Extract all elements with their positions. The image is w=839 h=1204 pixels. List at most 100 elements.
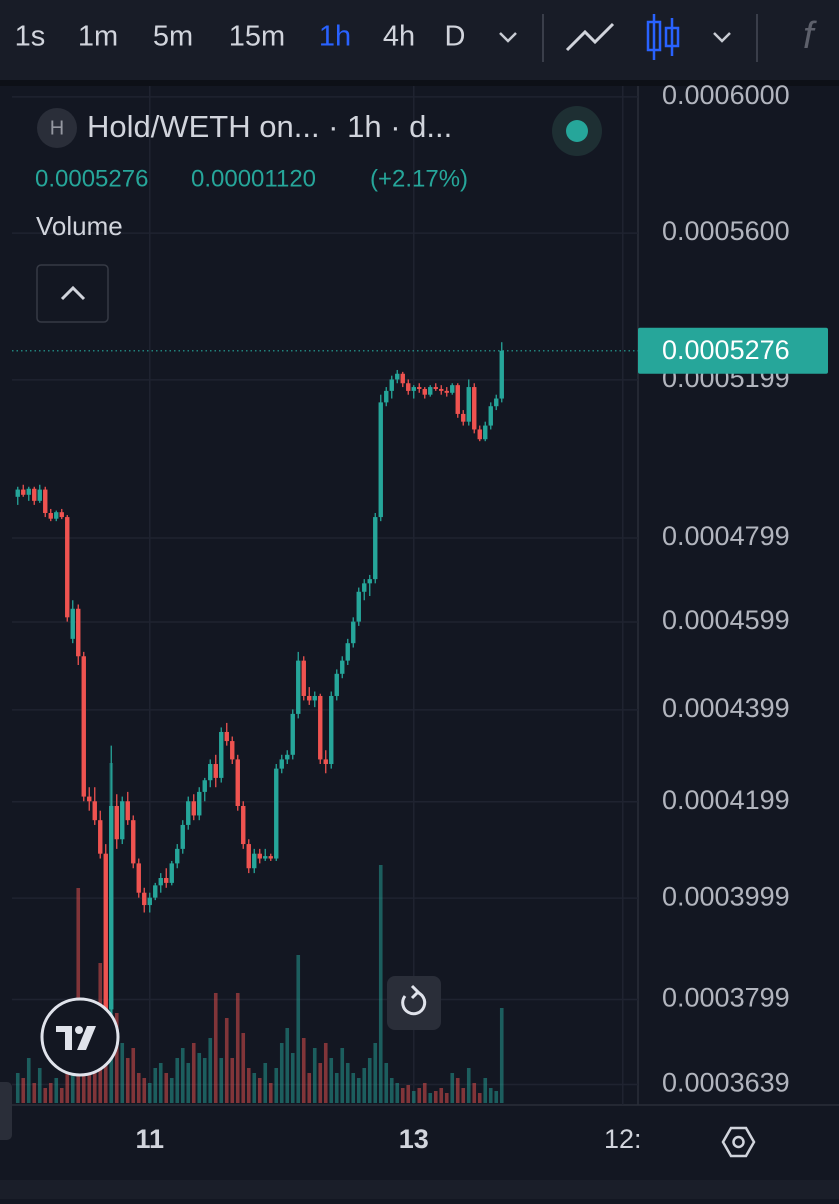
volume-bar	[125, 1058, 130, 1103]
interval-button[interactable]: 1m	[78, 21, 118, 53]
status-dot	[566, 120, 588, 142]
volume-bar	[406, 1085, 411, 1103]
legend-change-pct: (+2.17%)	[370, 165, 468, 192]
interval-button[interactable]: 4h	[383, 21, 415, 53]
volume-bar	[422, 1083, 427, 1103]
candle-pane	[12, 342, 638, 1036]
symbol-letter: H	[50, 117, 64, 139]
volume-bar	[351, 1073, 356, 1103]
volume-bar	[32, 1083, 37, 1103]
volume-bar	[378, 865, 383, 1103]
volume-bar	[323, 1043, 328, 1103]
candle-body	[142, 892, 147, 906]
toolbar-divider	[0, 80, 839, 86]
interval-button[interactable]: D	[445, 21, 466, 53]
candle-body	[483, 425, 488, 440]
candle-body	[26, 488, 31, 495]
interval-button[interactable]: 5m	[153, 21, 193, 53]
candle-body	[428, 387, 433, 395]
legend-close: 0.0005276	[35, 165, 148, 192]
interval-button[interactable]: 15m	[229, 21, 285, 53]
candle-body	[230, 741, 235, 760]
candle-body	[70, 608, 75, 639]
volume-bar	[356, 1078, 361, 1103]
interval-dropdown[interactable]	[499, 32, 517, 43]
volume-bar	[37, 1068, 42, 1103]
candle-body	[235, 759, 240, 806]
volume-bar	[340, 1048, 345, 1103]
reset-button[interactable]	[387, 976, 441, 1030]
candle-body	[439, 388, 444, 391]
candle-body	[406, 383, 411, 391]
candle-body	[444, 390, 449, 393]
last-price-box	[638, 327, 828, 374]
volume-bar	[472, 1083, 477, 1103]
interval-button[interactable]: 1h	[319, 21, 351, 53]
candle-body	[147, 897, 152, 906]
volume-bar	[329, 1058, 334, 1103]
volume-bar	[114, 1013, 119, 1103]
candle-body	[417, 387, 422, 389]
volume-bar	[147, 1083, 152, 1103]
candle-body	[466, 387, 471, 422]
candle-body	[87, 796, 92, 802]
symbol-title[interactable]: Hold/WETH on... · 1h · d...	[87, 109, 452, 144]
volume-bar	[334, 1073, 339, 1103]
collapse-button[interactable]	[36, 264, 109, 323]
volume-bar	[164, 1073, 169, 1103]
candle-body	[472, 387, 477, 430]
candle-body	[213, 764, 218, 778]
chart-type-dropdown[interactable]	[713, 32, 731, 43]
candle-body	[92, 801, 97, 821]
volume-bar	[120, 1043, 125, 1103]
candle-body	[296, 660, 301, 714]
candle-body	[340, 660, 345, 674]
volume-bar	[263, 1063, 268, 1103]
candle-body	[263, 856, 268, 859]
candle-body	[312, 695, 317, 701]
volume-bar	[417, 1088, 422, 1103]
y-tick-label: 0.0004599	[662, 605, 790, 635]
volume-bar	[444, 1093, 449, 1103]
volume-bar	[235, 993, 240, 1103]
volume-bar	[367, 1058, 372, 1103]
candle-body	[164, 877, 169, 883]
y-tick-label: 0.0005600	[662, 216, 790, 246]
axes: 0.00060000.00056000.00051990.00047990.00…	[135, 80, 828, 1154]
line-chart-icon[interactable]	[565, 22, 615, 52]
candle-chart-icon[interactable]	[646, 14, 680, 60]
candle-body	[65, 517, 70, 618]
volume-bar	[246, 1068, 251, 1103]
side-toggle[interactable]	[0, 1082, 12, 1140]
candle-body	[48, 513, 53, 519]
candle-body	[400, 373, 405, 384]
candle-body	[186, 801, 191, 825]
candle-body	[307, 695, 312, 701]
volume-bar	[59, 1088, 64, 1103]
volume-bar	[180, 1048, 185, 1103]
volume-bar	[208, 1038, 213, 1103]
volume-bar	[76, 888, 81, 1103]
candle-body	[329, 695, 334, 765]
candle-body	[279, 759, 284, 769]
x-tick-label: 13	[399, 1124, 429, 1154]
settings-button[interactable]	[721, 1126, 756, 1158]
candle-body	[153, 885, 158, 898]
volume-bar	[197, 1053, 202, 1103]
y-tick-label: 0.0004399	[662, 693, 790, 723]
volume-bar	[428, 1093, 433, 1103]
candle-body	[246, 844, 251, 869]
volume-bar	[285, 1028, 290, 1103]
volume-bar	[202, 1058, 207, 1103]
candle-body	[175, 848, 180, 864]
candle-body	[208, 764, 213, 781]
candle-body	[81, 656, 86, 797]
y-tick-label: 0.0003999	[662, 881, 790, 911]
tv-logo[interactable]	[40, 997, 120, 1077]
volume-bar	[257, 1078, 262, 1103]
volume-bar	[131, 1048, 136, 1103]
interval-button[interactable]: 1s	[15, 21, 46, 53]
candle-body	[125, 801, 130, 821]
indicators-button[interactable]: f	[803, 15, 817, 57]
